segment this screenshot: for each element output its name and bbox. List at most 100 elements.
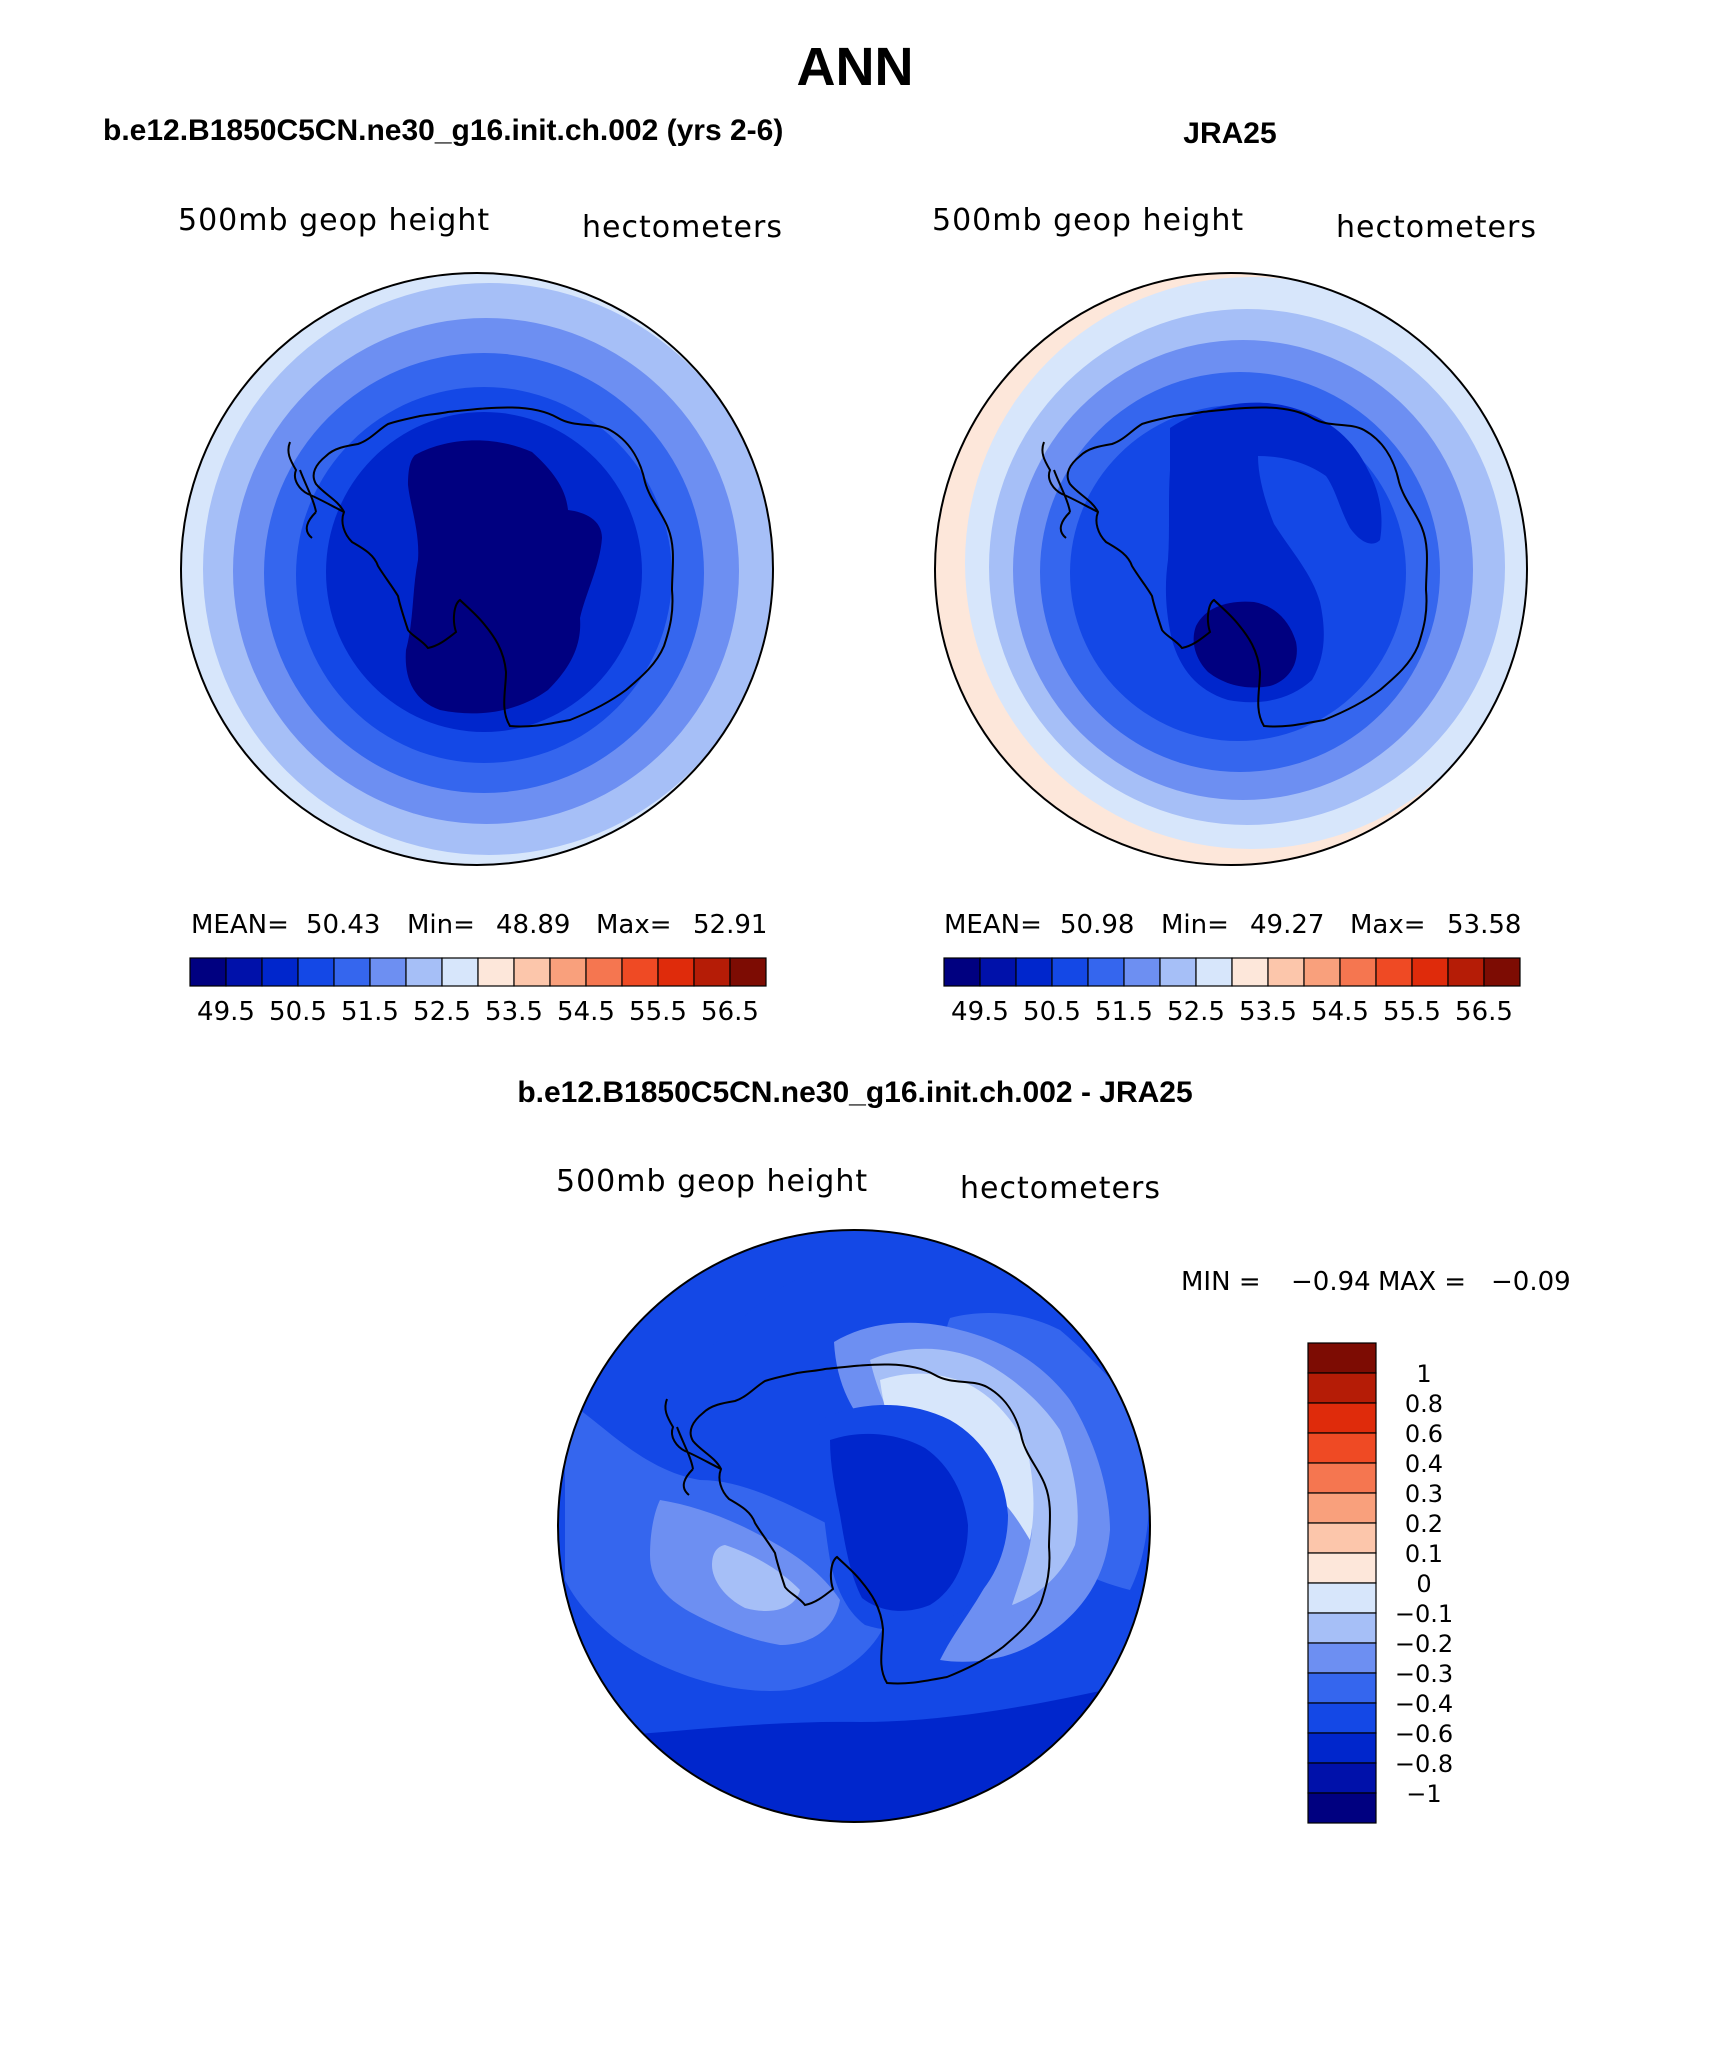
panel-a-max-label: Max= xyxy=(596,910,672,940)
panel-b-stats: MEAN= 50.98 Min= 49.27 Max= 53.58 xyxy=(944,910,1521,940)
panel-a-colorbar-swatch xyxy=(621,957,659,987)
panel-c-colorbar-tick-label: 0.4 xyxy=(1405,1450,1443,1478)
panel-b-peninsula xyxy=(1041,441,1099,539)
panel-a-mean-label: MEAN= xyxy=(191,910,289,940)
panel-b-contour-fill xyxy=(935,273,1527,865)
panel-b-colorbar-tick-label: 52.5 xyxy=(1167,997,1225,1027)
panel-b-colorbar-swatch xyxy=(1339,957,1377,987)
panel-a-colorbar-tick-label: 53.5 xyxy=(485,997,543,1027)
panel-b-colorbar-tick-label: 50.5 xyxy=(1023,997,1081,1027)
panel-b-colorbar-swatch xyxy=(1051,957,1089,987)
panel-c-colorbar-tick-label: −0.1 xyxy=(1395,1600,1453,1628)
panel-c-colorbar-tick-label: −0.8 xyxy=(1395,1750,1453,1778)
panel-c-colorbar-tick-label: −0.4 xyxy=(1395,1690,1453,1718)
panel-b-map-border xyxy=(934,272,1528,866)
panel-a-map-border xyxy=(180,272,774,866)
panel-b-colorbar-swatch xyxy=(1087,957,1125,987)
panel-a-colorbar-swatch xyxy=(657,957,695,987)
panel-a-colorbar-swatch xyxy=(441,957,479,987)
panel-c-colorbar-tick-label: 1 xyxy=(1416,1360,1431,1388)
panel-c-colorbar-swatch xyxy=(1307,1462,1377,1494)
panel-c-colorbar-swatch xyxy=(1307,1522,1377,1554)
panel-a-colorbar-tick-label: 54.5 xyxy=(557,997,615,1027)
panel-c-colorbar-tick-label: −0.6 xyxy=(1395,1720,1453,1748)
panel-c-min-value: −0.94 xyxy=(1291,1267,1371,1297)
panel-a-colorbar-tick-label: 50.5 xyxy=(269,997,327,1027)
panel-a-colorbar-swatch xyxy=(405,957,443,987)
panel-b-colorbar-tick-label: 56.5 xyxy=(1455,997,1513,1027)
panel-b-colorbar-swatch xyxy=(943,957,981,987)
panel-c-colorbar-swatch xyxy=(1307,1552,1377,1584)
panel-c-colorbar-swatch xyxy=(1307,1582,1377,1614)
panel-c-colorbar-swatch xyxy=(1307,1372,1377,1404)
panel-c-colorbar-tick-label: 0.1 xyxy=(1405,1540,1443,1568)
panel-a-peninsula xyxy=(287,441,345,539)
panel-b-colorbar-tick-label: 55.5 xyxy=(1383,997,1441,1027)
panel-b-colorbar-swatch xyxy=(1483,957,1521,987)
panel-a-colorbar: 49.5 50.5 51.5 52.5 53.5 54.5 55.5 56.5 xyxy=(189,957,767,1027)
panel-c-stats: MIN = −0.94 MAX = −0.09 xyxy=(1181,1267,1571,1297)
panel-b-colorbar-tick-label: 53.5 xyxy=(1239,997,1297,1027)
panel-b-colorbar: 49.5 50.5 51.5 52.5 53.5 54.5 55.5 56.5 xyxy=(943,957,1521,1027)
panel-a-colorbar-swatch xyxy=(729,957,767,987)
panel-c-colorbar-tick-label: 0.6 xyxy=(1405,1420,1443,1448)
panel-c-colorbar-swatch xyxy=(1307,1792,1377,1824)
panel-b-colorbar-swatch xyxy=(1159,957,1197,987)
panel-a-stats: MEAN= 50.43 Min= 48.89 Max= 52.91 xyxy=(191,910,767,940)
panel-c-colorbar-swatch xyxy=(1307,1702,1377,1734)
panel-a-colorbar-swatch xyxy=(693,957,731,987)
panel-c-contour-fill xyxy=(558,1230,1150,1822)
panel-a-map xyxy=(180,272,774,866)
panel-a-max-value: 52.91 xyxy=(693,910,767,940)
panel-b-variable-label: 500mb geop height xyxy=(932,203,1244,238)
panel-a-mean-value: 50.43 xyxy=(306,910,380,940)
panel-b-map xyxy=(934,272,1528,866)
panel-c-colorbar-swatch xyxy=(1307,1762,1377,1794)
panel-c-map xyxy=(557,1229,1151,1823)
panel-a-coastline xyxy=(312,406,674,728)
panel-b-colorbar-tick-label: 49.5 xyxy=(951,997,1009,1027)
panel-a-units-label: hectometers xyxy=(582,210,783,245)
panel-a-colorbar-swatch xyxy=(261,957,299,987)
panel-c-max-label: MAX = xyxy=(1378,1267,1466,1297)
panel-c-colorbar-swatch xyxy=(1307,1432,1377,1464)
panel-c-variable-label: 500mb geop height xyxy=(556,1164,868,1199)
panel-c-colorbar-swatch xyxy=(1307,1642,1377,1674)
panel-c-max-value: −0.09 xyxy=(1491,1267,1571,1297)
panel-c-colorbar-tick-label: 0.3 xyxy=(1405,1480,1443,1508)
panel-a-variable-label: 500mb geop height xyxy=(178,203,490,238)
panel-b-colorbar-swatch xyxy=(1195,957,1233,987)
panel-a-colorbar-swatch xyxy=(189,957,227,987)
panel-a-colorbar-swatch xyxy=(297,957,335,987)
panel-a-colorbar-swatch xyxy=(477,957,515,987)
panel-b-min-label: Min= xyxy=(1161,910,1229,940)
panel-a-min-value: 48.89 xyxy=(496,910,570,940)
panel-c-map-border xyxy=(557,1229,1151,1823)
panel-b-colorbar-swatch xyxy=(1267,957,1305,987)
panel-c-colorbar-tick-label: 0.2 xyxy=(1405,1510,1443,1538)
panel-c-header: b.e12.B1850C5CN.ne30_g16.init.ch.002 - J… xyxy=(517,1076,1192,1109)
panel-c-colorbar-tick-label: −0.3 xyxy=(1395,1660,1453,1688)
panel-c-colorbar-swatch xyxy=(1307,1672,1377,1704)
panel-c-coastline xyxy=(689,1363,1051,1685)
panel-a-colorbar-swatch xyxy=(333,957,371,987)
panel-b-colorbar-tick-label: 51.5 xyxy=(1095,997,1153,1027)
panel-a-colorbar-tick-label: 49.5 xyxy=(197,997,255,1027)
panel-b-mean-label: MEAN= xyxy=(944,910,1042,940)
panel-b-units-label: hectometers xyxy=(1336,210,1537,245)
panel-c-colorbar: 10.80.60.40.30.20.10−0.1−0.2−0.3−0.4−0.6… xyxy=(1307,1342,1453,1824)
panel-a-colorbar-swatch xyxy=(513,957,551,987)
panel-c-colorbar-swatch xyxy=(1307,1492,1377,1524)
panel-b-colorbar-swatch xyxy=(1447,957,1485,987)
panel-a-min-label: Min= xyxy=(407,910,475,940)
panel-b-colorbar-swatch xyxy=(1231,957,1269,987)
panel-b-colorbar-swatch xyxy=(979,957,1017,987)
panel-b-max-label: Max= xyxy=(1350,910,1426,940)
panel-a-colorbar-swatch xyxy=(585,957,623,987)
panel-c-colorbar-swatch xyxy=(1307,1732,1377,1764)
panel-b-mean-value: 50.98 xyxy=(1060,910,1134,940)
figure-title: ANN xyxy=(797,37,914,97)
panel-a-contour-fill xyxy=(181,273,773,865)
panel-b-colorbar-swatch xyxy=(1411,957,1449,987)
